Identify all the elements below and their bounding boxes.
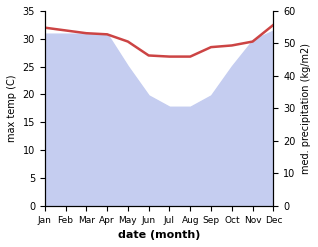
- Y-axis label: med. precipitation (kg/m2): med. precipitation (kg/m2): [301, 43, 311, 174]
- X-axis label: date (month): date (month): [118, 230, 200, 240]
- Y-axis label: max temp (C): max temp (C): [7, 75, 17, 142]
